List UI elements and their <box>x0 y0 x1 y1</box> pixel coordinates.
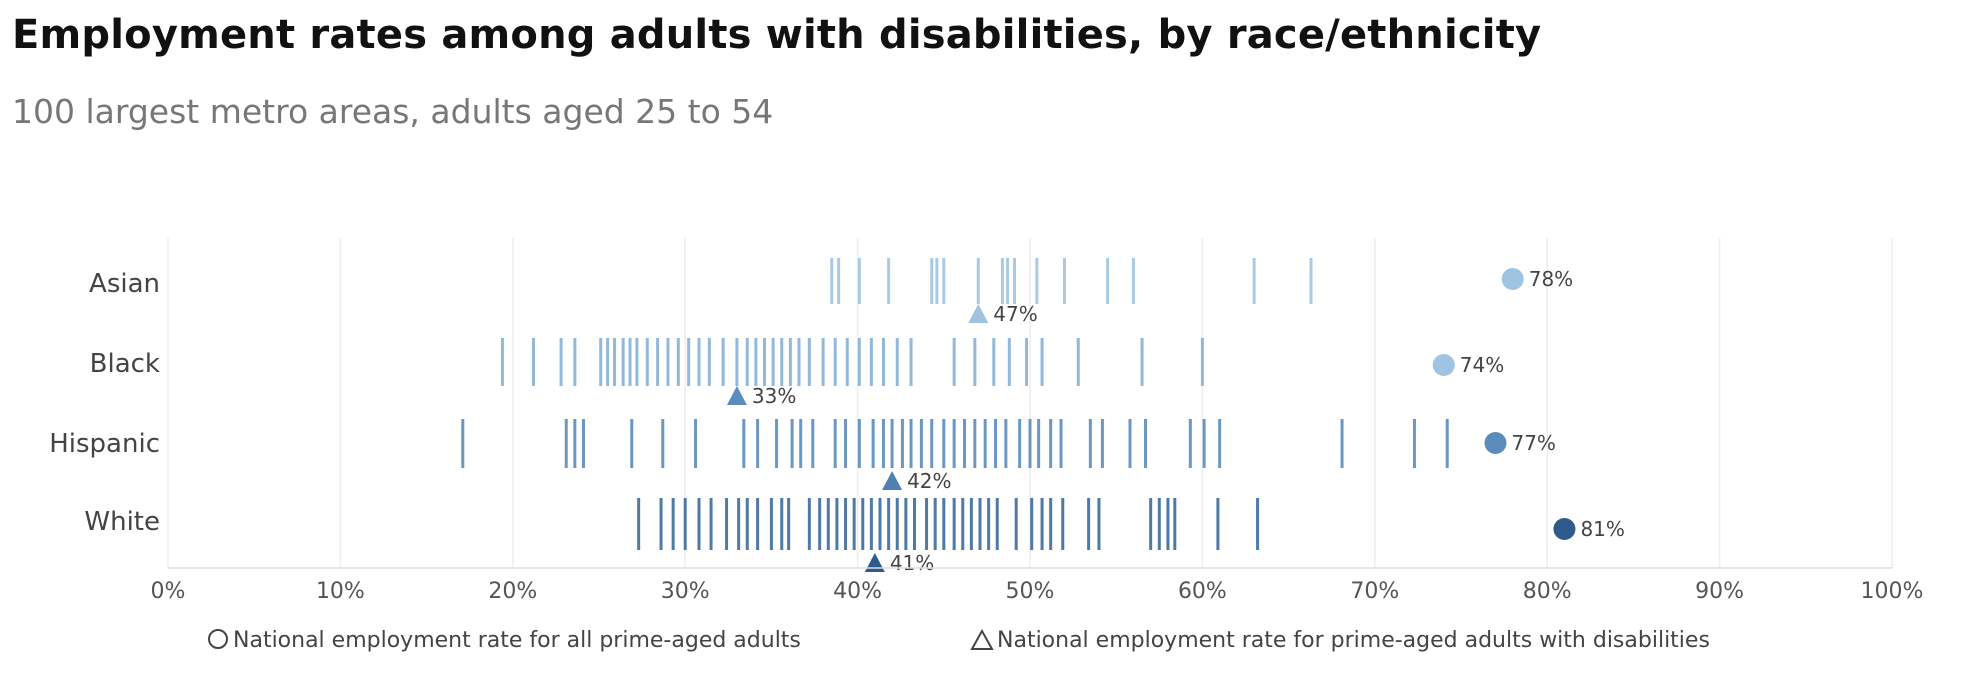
all-adults-rate-label: 74% <box>1460 353 1504 377</box>
x-tick-label: 50% <box>1006 579 1055 604</box>
chart-subtitle: 100 largest metro areas, adults aged 25 … <box>12 92 774 131</box>
x-tick-label: 80% <box>1523 579 1572 604</box>
legend-triangle-label: National employment rate for prime-aged … <box>997 628 1710 653</box>
disability-rate-label: 41% <box>890 551 934 575</box>
disability-rate-label: 33% <box>752 384 796 408</box>
x-axis: 0% 10% 20% 30% 40% 50% 60% 70% 80% 90% 100% <box>151 567 1924 604</box>
category-label: White <box>84 507 160 537</box>
category-labels: Asian Black Hispanic White <box>49 269 160 537</box>
legend-circle-icon <box>208 629 228 649</box>
x-tick-label: 10% <box>316 579 365 604</box>
all-adults-rate-circle <box>1432 354 1455 376</box>
all-adults-rate-label: 78% <box>1529 267 1573 291</box>
legend-circle-label: National employment rate for all prime-a… <box>233 628 801 653</box>
disability-rate-triangle <box>864 553 885 572</box>
all-adults-rate-circle <box>1501 268 1524 290</box>
reference-markers: 78% 47% 74% 33% 77% 42% 81% 41% <box>726 267 1625 575</box>
disability-rate-triangle <box>726 386 747 405</box>
all-adults-rate-label: 77% <box>1511 431 1555 455</box>
category-label: Asian <box>89 269 160 299</box>
disability-rate-label: 47% <box>993 302 1037 326</box>
x-tick-label: 30% <box>661 579 710 604</box>
x-tick-label: 70% <box>1350 579 1399 604</box>
gridlines <box>167 238 1893 568</box>
disability-rate-triangle <box>968 304 989 323</box>
disability-rate-label: 42% <box>907 469 951 493</box>
x-tick-label: 0% <box>151 579 186 604</box>
x-tick-label: 100% <box>1861 579 1924 604</box>
legend-triangle-icon <box>970 628 994 650</box>
disability-rate-triangle <box>882 471 903 490</box>
all-adults-rate-circle <box>1484 432 1507 454</box>
x-tick-label: 40% <box>833 579 882 604</box>
x-tick-label: 90% <box>1695 579 1744 604</box>
chart-title: Employment rates among adults with disab… <box>12 12 1542 58</box>
category-label: Hispanic <box>49 429 160 459</box>
all-adults-rate-label: 81% <box>1580 517 1624 541</box>
rug-ticks <box>461 258 1449 550</box>
x-tick-label: 20% <box>488 579 537 604</box>
all-adults-rate-circle <box>1553 518 1576 540</box>
x-tick-label: 60% <box>1178 579 1227 604</box>
legend: National employment rate for all prime-a… <box>208 628 1710 653</box>
category-label: Black <box>90 349 160 379</box>
